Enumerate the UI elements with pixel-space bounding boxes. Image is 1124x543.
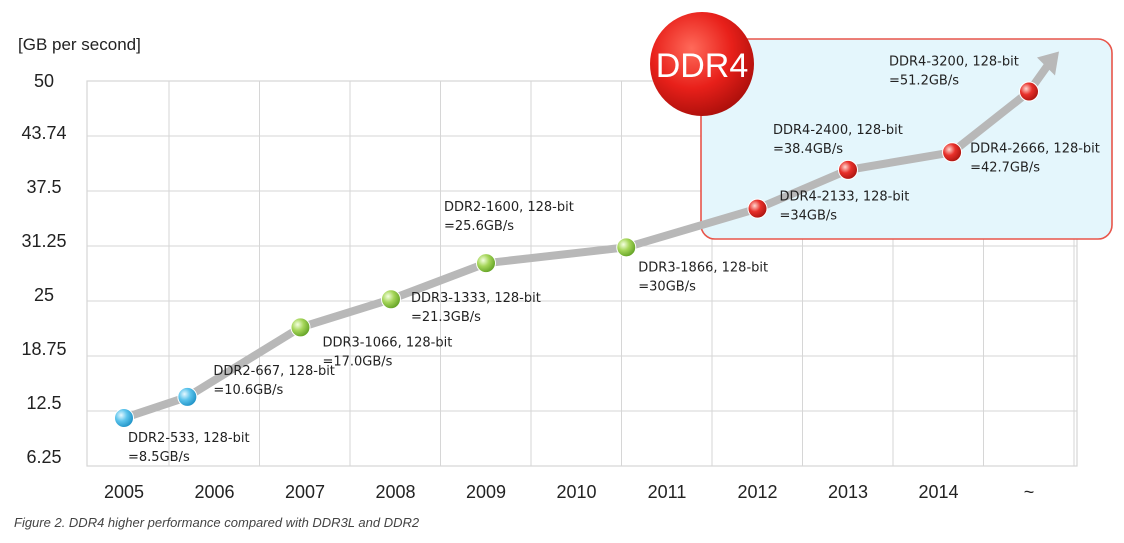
y-tick-label: 25 (34, 285, 54, 305)
y-tick-label: 31.25 (21, 231, 66, 251)
data-label: DDR3-1066, 128-bit (322, 335, 452, 350)
y-tick-label: 6.25 (26, 447, 61, 467)
ddr4-badge-text: DDR4 (656, 47, 749, 85)
data-label: DDR4-2666, 128-bit (970, 141, 1100, 156)
data-point-ddr4 (838, 159, 858, 180)
data-point-ddr2 (114, 408, 134, 429)
data-label: DDR4-3200, 128-bit (889, 55, 1019, 70)
y-tick-label: 50 (34, 71, 54, 91)
x-tick-label: 2011 (648, 482, 687, 502)
data-point-ddr3 (616, 237, 637, 258)
data-label: DDR2-533, 128-bit (128, 431, 250, 446)
y-axis-ticks: 50 43.74 37.5 31.25 25 18.75 12.5 6.25 (21, 71, 66, 467)
ddr4-badge: DDR4 (650, 12, 754, 116)
data-label: =21.3GB/s (411, 310, 481, 325)
data-point-ddr4 (1019, 81, 1039, 102)
data-label: DDR2-1600, 128-bit (444, 200, 574, 215)
data-label: DDR3-1866, 128-bit (638, 260, 768, 275)
data-label: =25.6GB/s (444, 219, 514, 234)
data-label: DDR3-1333, 128-bit (411, 291, 541, 306)
data-points (114, 81, 1039, 429)
x-tick-label: 2008 (375, 482, 415, 502)
trend-arrowhead (1037, 51, 1059, 76)
data-label: =30GB/s (638, 279, 696, 294)
x-tick-label: 2014 (918, 482, 958, 502)
y-axis-unit-label: [GB per second] (18, 35, 141, 54)
data-label: =10.6GB/s (213, 383, 283, 398)
x-tick-label: ~ (1024, 482, 1035, 502)
y-tick-label: 18.75 (21, 339, 66, 359)
plot-border (86, 80, 1078, 467)
x-tick-label: 2010 (556, 482, 596, 502)
data-label: DDR2-667, 128-bit (213, 364, 335, 379)
figure-caption: Figure 2. DDR4 higher performance compar… (14, 515, 420, 530)
data-point-ddr2 (177, 386, 198, 407)
data-label: DDR4-2400, 128-bit (773, 123, 903, 138)
data-point-ddr4 (942, 142, 963, 163)
data-point-ddr4 (747, 198, 768, 219)
data-label: =51.2GB/s (889, 74, 959, 89)
x-tick-label: 2009 (466, 482, 506, 502)
x-tick-label: 2013 (828, 482, 868, 502)
x-tick-label: 2012 (737, 482, 777, 502)
data-point-ddr3 (380, 289, 401, 310)
x-tick-label: 2005 (104, 482, 144, 502)
ddr4-badge-circle (650, 12, 754, 116)
y-tick-label: 12.5 (26, 393, 61, 413)
y-tick-label: 43.74 (21, 123, 66, 143)
data-labels: DDR2-533, 128-bit =8.5GB/s DDR2-667, 128-b… (128, 55, 1100, 465)
data-point-ddr3 (476, 253, 496, 274)
x-tick-label: 2007 (285, 482, 325, 502)
data-label: =17.0GB/s (322, 354, 392, 369)
x-tick-label: 2006 (194, 482, 234, 502)
data-label: =34GB/s (780, 209, 838, 224)
data-label: DDR4-2133, 128-bit (780, 190, 910, 205)
data-label: =42.7GB/s (970, 160, 1040, 175)
data-label: =38.4GB/s (773, 142, 843, 157)
data-point-ddr3 (290, 317, 311, 338)
y-tick-label: 37.5 (26, 177, 61, 197)
data-label: =8.5GB/s (128, 450, 190, 465)
x-axis-ticks: 2005 2006 2007 2008 2009 2010 2011 2012 2013 2014… (104, 482, 1034, 502)
